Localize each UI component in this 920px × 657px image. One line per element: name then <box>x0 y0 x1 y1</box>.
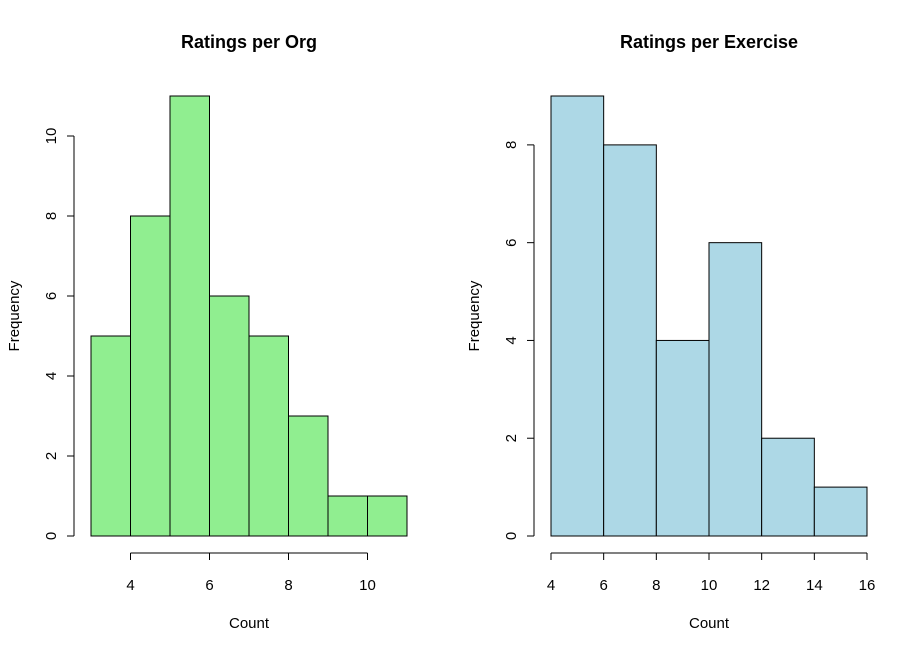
histogram-bar <box>130 215 171 537</box>
y-tick-label: 8 <box>503 141 520 149</box>
x-tick-label: 8 <box>284 577 292 594</box>
histogram-bar <box>367 495 408 537</box>
y-axis: 0 2 4 6 8 <box>503 141 535 540</box>
x-tick-label: 6 <box>205 577 213 594</box>
y-tick-label: 0 <box>43 532 60 540</box>
y-axis: 0 2 4 6 8 10 <box>43 128 75 540</box>
y-tick-label: 4 <box>503 336 520 344</box>
histogram-bar <box>708 242 763 537</box>
histogram-bar <box>761 437 815 537</box>
y-tick-label: 6 <box>43 292 60 300</box>
y-tick-label: 2 <box>503 434 520 442</box>
y-tick-label: 6 <box>503 238 520 246</box>
x-axis-label: Count <box>229 615 270 632</box>
histogram-bar <box>655 339 710 537</box>
y-axis-label: Frequency <box>466 280 483 351</box>
histogram-bar <box>327 495 368 537</box>
bars <box>550 95 868 537</box>
histogram-bar <box>288 415 329 537</box>
histogram-bar <box>550 95 605 537</box>
x-tick-label: 10 <box>701 577 718 594</box>
panel-ratings-per-exercise: Ratings per Exercise Count Frequency 4 6 8… <box>466 32 875 632</box>
bars <box>90 95 408 537</box>
chart-title: Ratings per Org <box>181 32 317 52</box>
x-tick-label: 10 <box>359 577 376 594</box>
histogram-bar <box>248 335 289 537</box>
x-tick-label: 8 <box>652 577 660 594</box>
x-tick-label: 12 <box>753 577 770 594</box>
y-tick-label: 10 <box>43 128 60 145</box>
x-tick-label: 4 <box>126 577 134 594</box>
y-tick-label: 8 <box>43 212 60 220</box>
x-axis: 4 6 8 10 12 14 16 <box>547 552 876 594</box>
x-axis: 4 6 8 10 <box>126 552 376 594</box>
y-tick-label: 0 <box>503 532 520 540</box>
histogram-bar <box>169 95 210 537</box>
x-tick-label: 4 <box>547 577 555 594</box>
panel-ratings-per-org: Ratings per Org Count Frequency 4 6 8 10 0 2… <box>6 32 408 632</box>
x-tick-label: 6 <box>599 577 607 594</box>
histogram-bar <box>603 144 657 537</box>
x-tick-label: 14 <box>806 577 823 594</box>
chart-title: Ratings per Exercise <box>620 32 798 52</box>
x-axis-label: Count <box>689 615 730 632</box>
y-axis-label: Frequency <box>6 280 23 351</box>
histogram-bar <box>813 486 868 537</box>
y-tick-label: 2 <box>43 452 60 460</box>
histogram-bar <box>209 295 250 537</box>
x-tick-label: 16 <box>859 577 876 594</box>
y-tick-label: 4 <box>43 372 60 380</box>
histogram-bar <box>90 335 131 537</box>
